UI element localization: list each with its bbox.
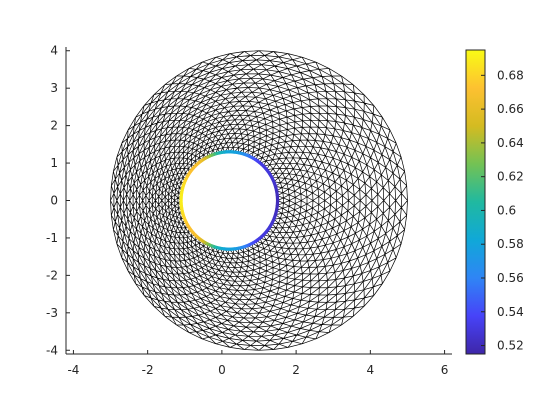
- colorbar-gradient: [465, 49, 486, 355]
- y-tick-label: -1: [46, 231, 58, 245]
- x-tick-label: 0: [218, 363, 226, 377]
- x-tick-label: 4: [367, 363, 375, 377]
- colorbar-tick-label: 0.52: [497, 339, 524, 353]
- x-tick-label: 2: [292, 363, 300, 377]
- y-tick-label: -4: [46, 343, 58, 357]
- colorbar-tick-label: 0.68: [497, 68, 524, 82]
- axes-background: [66, 47, 452, 354]
- axes: -4 -2 0 2 4 6 -4 -3 -2 -1 0 1 2 3 4: [46, 44, 452, 377]
- x-tick-label: -2: [142, 363, 154, 377]
- colorbar-tick-label: 0.66: [497, 102, 524, 116]
- x-tick-label: -4: [67, 363, 79, 377]
- y-tick-label: 2: [50, 119, 58, 133]
- y-tick-label: 0: [50, 194, 58, 208]
- y-tick-label: -3: [46, 306, 58, 320]
- colorbar-tick-label: 0.54: [497, 305, 524, 319]
- colorbar: 0.52 0.54 0.56 0.58 0.6 0.62 0.64 0.66 0.68: [465, 49, 524, 355]
- colorbar-tick-label: 0.6: [497, 203, 516, 217]
- colorbar-tick-label: 0.64: [497, 136, 524, 150]
- y-tick-label: -2: [46, 268, 58, 282]
- y-tick-label: 4: [50, 44, 58, 58]
- y-tick-label: 1: [50, 156, 58, 170]
- colorbar-tick-label: 0.56: [497, 271, 524, 285]
- x-tick-label: 6: [441, 363, 449, 377]
- colorbar-tick-label: 0.58: [497, 237, 524, 251]
- y-tick-label: 3: [50, 81, 58, 95]
- colorbar-tick-label: 0.62: [497, 170, 524, 184]
- inner-boundary-values: [179, 150, 280, 251]
